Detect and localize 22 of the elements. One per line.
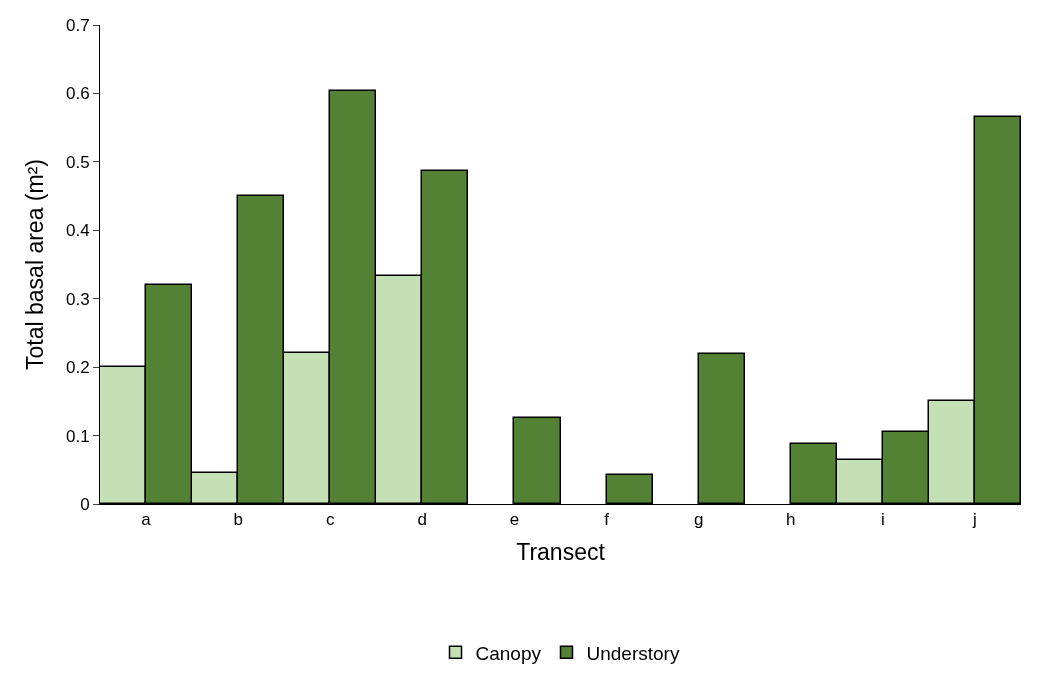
y-axis-title: Total basal area (m²) <box>22 159 49 370</box>
y-tick-label: 0.3 <box>65 289 90 309</box>
x-tick-label: i <box>880 510 885 530</box>
y-tick-label: 0.1 <box>65 426 90 446</box>
x-tick-label: h <box>786 510 796 530</box>
y-tick-label: 0.7 <box>65 15 90 35</box>
x-tick-label: d <box>417 510 428 530</box>
y-tick-label: 0.5 <box>65 152 90 172</box>
y-tick-label: 0.4 <box>65 221 90 241</box>
x-tick-label: j <box>972 510 977 530</box>
y-tick-label: 0.2 <box>65 358 90 378</box>
legend-label: Understory <box>586 642 680 664</box>
x-tick-label: c <box>326 510 335 530</box>
legend-label: Canopy <box>475 642 542 664</box>
y-tick-label: 0.6 <box>65 84 90 104</box>
x-tick-label: e <box>509 510 520 530</box>
x-tick-label: f <box>604 510 610 530</box>
x-tick-label: b <box>233 510 243 530</box>
x-tick-label: a <box>141 510 152 530</box>
y-tick-label: 0 <box>80 494 90 514</box>
x-axis-title: Transect <box>516 539 606 565</box>
x-tick-label: g <box>693 510 704 530</box>
